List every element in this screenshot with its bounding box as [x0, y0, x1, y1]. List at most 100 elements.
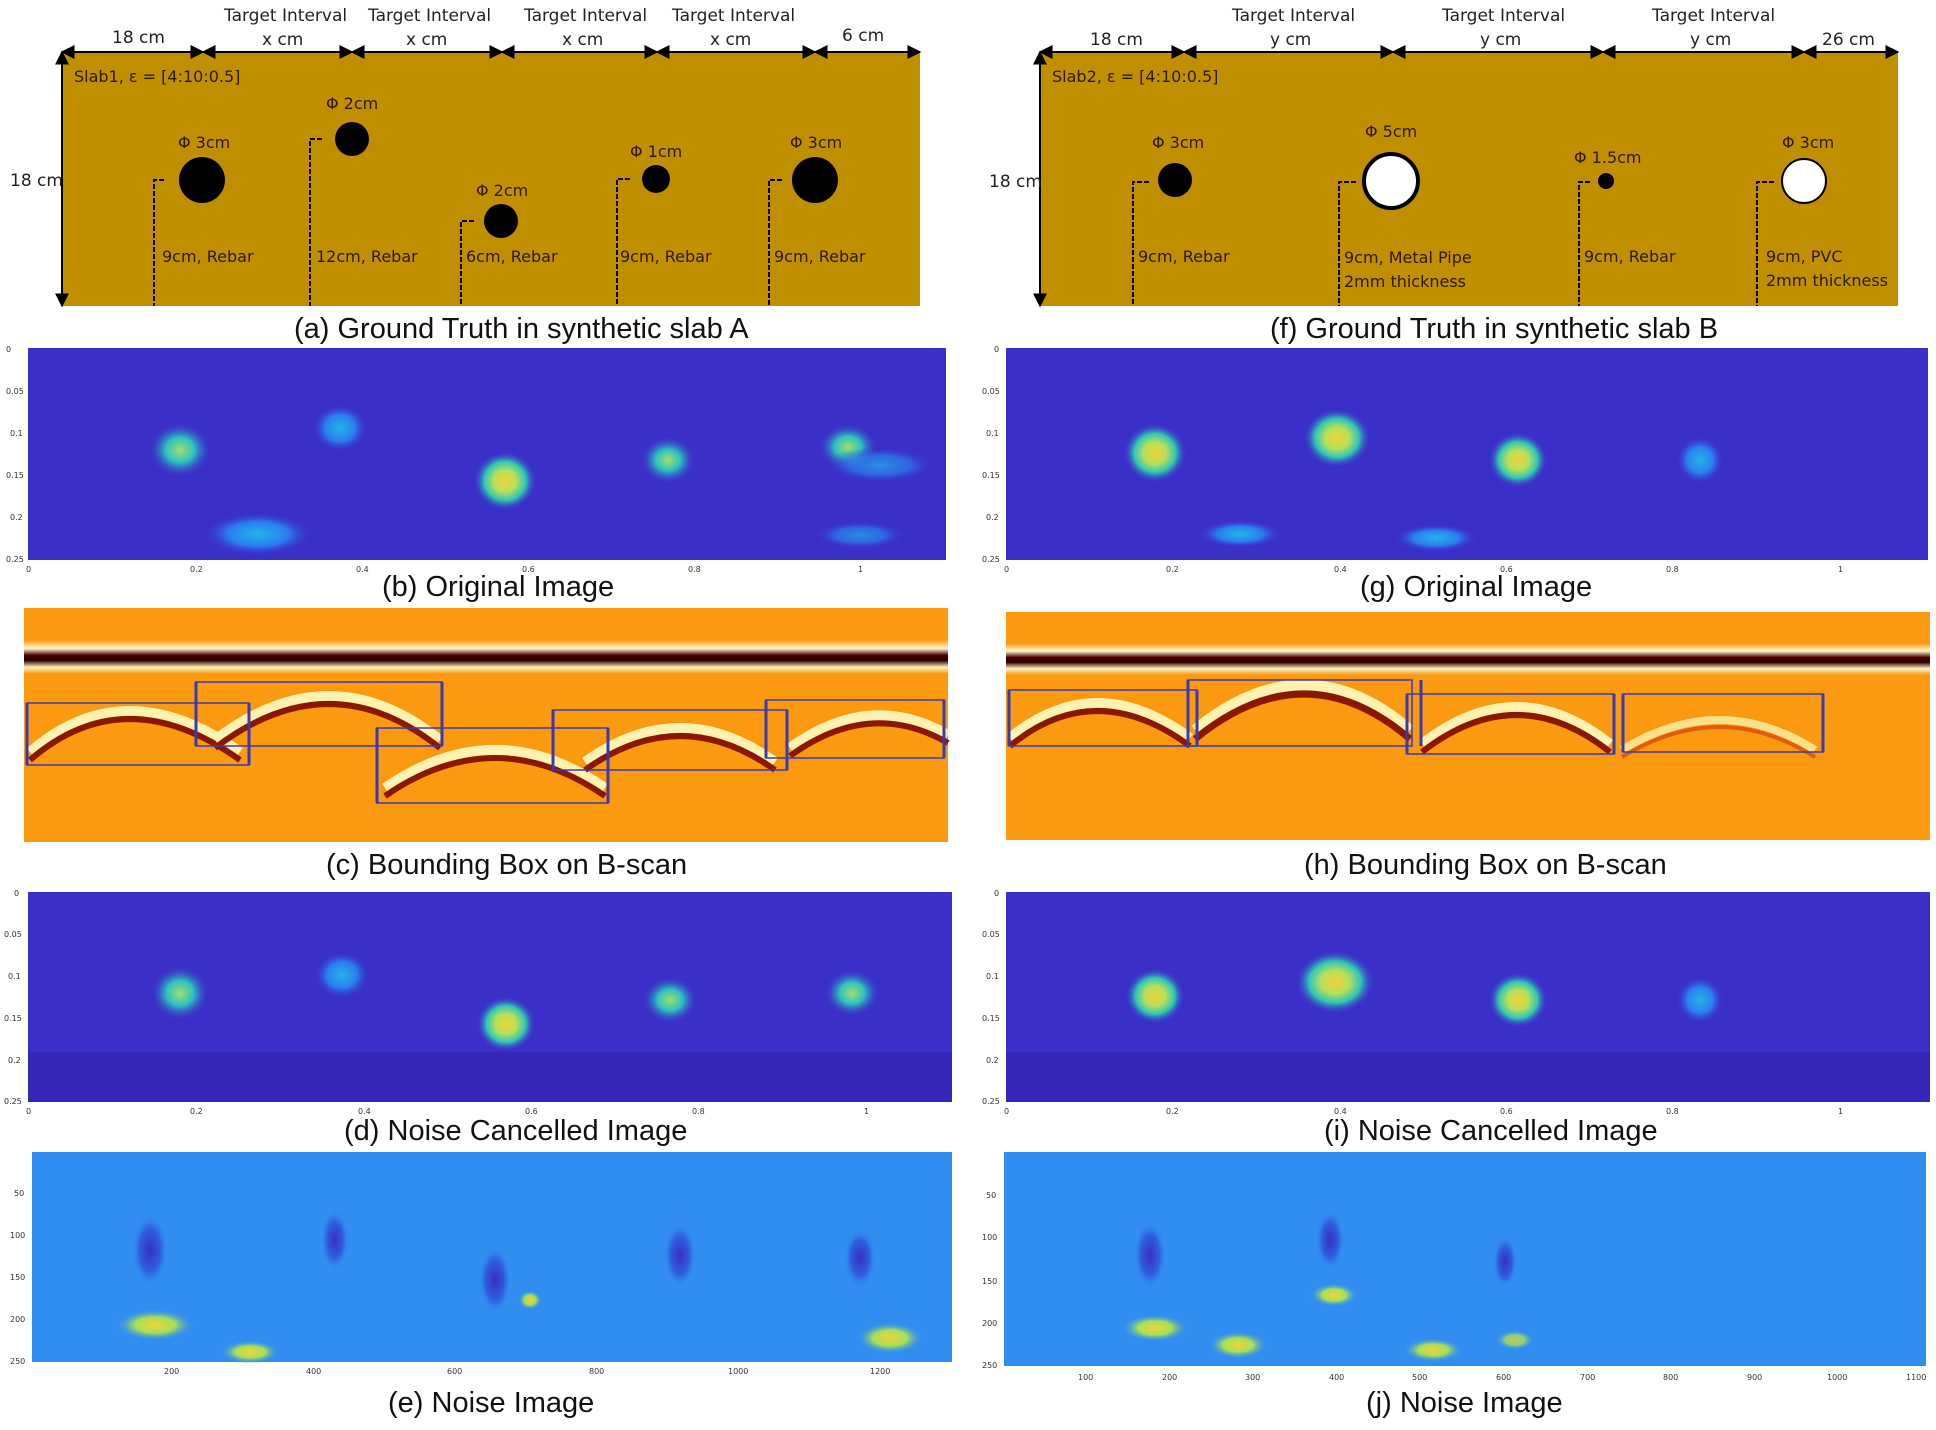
- reflection-blob: [148, 422, 212, 478]
- y-tick-labels: 0 0.05 0.1 0.15 0.2 0.25: [982, 889, 1000, 1106]
- x-tick: 100: [1078, 1373, 1093, 1382]
- caption-i: (i) Noise Cancelled Image: [1324, 1115, 1658, 1147]
- target-note-thickness: 2mm thickness: [1344, 272, 1466, 291]
- target-note: 9cm, Metal Pipe: [1344, 248, 1472, 267]
- interval-label-b-2: Target Interval: [1441, 6, 1565, 26]
- x-tick: 300: [1245, 1373, 1260, 1382]
- y-tick: 150: [10, 1273, 25, 1282]
- x-tick: 1: [864, 1107, 869, 1116]
- y-tick: 0.1: [986, 429, 999, 438]
- x-tick-labels: 0 0.2 0.4 0.6 0.8 1: [1004, 565, 1843, 574]
- target-note: 9cm, Rebar: [774, 247, 866, 266]
- noise-dark-streak: [1493, 1236, 1517, 1288]
- clutter-blob: [825, 447, 935, 483]
- x-tick: 0: [26, 565, 31, 574]
- clutter-blob: [1394, 524, 1478, 552]
- lower-dark-region: [28, 1052, 952, 1102]
- target-b-2: Φ 5cm 9cm, Metal Pipe 2mm thickness: [1338, 122, 1472, 306]
- dim-label-a-1: 18 cm: [112, 28, 165, 48]
- noise-hot-spot: [115, 1309, 195, 1341]
- y-tick: 0.05: [4, 930, 22, 939]
- x-tick: 700: [1580, 1373, 1595, 1382]
- rebar-circle: [642, 165, 670, 193]
- y-tick: 0.15: [4, 1014, 22, 1023]
- noise-hot-spot: [220, 1340, 280, 1364]
- x-tick: 1: [858, 565, 863, 574]
- target-note: 12cm, Rebar: [316, 247, 418, 266]
- target-a-2: Φ 2cm 12cm, Rebar: [309, 94, 418, 306]
- y-tick: 0.15: [6, 471, 24, 480]
- reflection-blob: [1488, 432, 1548, 488]
- slab-b-label: Slab2, ε = [4:10:0.5]: [1052, 67, 1218, 86]
- reflection-blob: [1676, 436, 1724, 484]
- reflection-blob: [314, 951, 370, 999]
- x-tick: 600: [447, 1367, 462, 1376]
- hyperbola: [383, 755, 607, 799]
- y-tick: 250: [982, 1361, 997, 1370]
- dim-label-b-2: y cm: [1270, 30, 1311, 50]
- x-tick-labels: 0 0.2 0.4 0.6 0.8 1: [26, 1107, 869, 1116]
- hyperbola: [211, 691, 444, 744]
- dim-label-a-3: x cm: [406, 30, 447, 50]
- interval-label-b-1: Target Interval: [1231, 6, 1355, 26]
- target-diameter: Φ 3cm: [790, 133, 842, 152]
- target-diameter: Φ 1cm: [630, 142, 682, 161]
- panel-i-noise-cancelled: 0 0.05 0.1 0.15 0.2 0.25 0 0.2 0.4 0.6 0…: [982, 889, 1930, 1147]
- x-tick: 0: [26, 1107, 31, 1116]
- interval-label-a-2: Target Interval: [367, 6, 491, 26]
- interval-label-a-3: Target Interval: [523, 6, 647, 26]
- y-tick: 0.2: [986, 1056, 999, 1065]
- y-tick-labels: 0 0.05 0.1 0.15 0.2 0.25: [982, 345, 1000, 564]
- dim-label-a-4: x cm: [562, 30, 603, 50]
- noise-dark-streak: [1316, 1210, 1344, 1270]
- x-tick: 600: [1496, 1373, 1511, 1382]
- target-diameter: Φ 5cm: [1365, 122, 1417, 141]
- x-tick: 1: [1838, 565, 1843, 574]
- target-note-thickness: 2mm thickness: [1766, 271, 1888, 290]
- reflection-blob: [312, 404, 368, 452]
- caption-j: (j) Noise Image: [1366, 1387, 1563, 1419]
- y-tick-labels: 50 100 150 200 250: [10, 1189, 25, 1366]
- panel-g-original-image: 0 0.05 0.1 0.15 0.2 0.25 0 0.2 0.4 0.6 0…: [982, 345, 1928, 603]
- noise-hot-spot: [1310, 1283, 1358, 1307]
- y-tick: 0.25: [982, 1097, 1000, 1106]
- y-tick: 0: [994, 345, 999, 354]
- caption-f: (f) Ground Truth in synthetic slab B: [1270, 313, 1718, 345]
- bbox-edges: [1007, 680, 1825, 754]
- noise-dark-streak: [132, 1214, 168, 1286]
- y-tick: 100: [10, 1231, 25, 1240]
- hyperbola: [28, 716, 242, 763]
- panel-j-noise-image: 50 100 150 200 250 100 200 300 400 500 6…: [982, 1152, 1926, 1419]
- hyperbola: [1619, 716, 1818, 754]
- target-diameter: Φ 1.5cm: [1574, 148, 1642, 167]
- depth-leader: [153, 179, 164, 306]
- x-tick: 500: [1412, 1373, 1427, 1382]
- y-tick: 0.05: [982, 387, 1000, 396]
- noise-hot-spot: [1208, 1331, 1268, 1359]
- y-tick-labels: 50 100 150 200 250: [982, 1191, 997, 1370]
- hyperbola: [788, 720, 950, 759]
- y-tick: 0.1: [986, 972, 999, 981]
- y-tick: 0.2: [986, 513, 999, 522]
- x-tick-labels: 0 0.2 0.4 0.6 0.8 1: [1004, 1107, 1843, 1116]
- interval-label-b-3: Target Interval: [1651, 6, 1775, 26]
- target-diameter: Φ 2cm: [476, 181, 528, 200]
- rebar-circle: [1158, 163, 1192, 197]
- clutter-blob: [1198, 520, 1282, 548]
- noise-hot-spot: [1121, 1314, 1189, 1342]
- rebar-circle: [179, 157, 225, 203]
- lower-dark-region: [1006, 1052, 1930, 1102]
- y-tick: 0.05: [6, 387, 24, 396]
- reflection-blob: [1303, 408, 1371, 468]
- x-tick: 0: [1004, 1107, 1009, 1116]
- target-diameter: Φ 3cm: [1152, 133, 1204, 152]
- x-tick: 0.6: [1500, 1107, 1513, 1116]
- x-tick: 0.2: [1166, 1107, 1179, 1116]
- y-tick: 0.25: [4, 1097, 22, 1106]
- caption-h: (h) Bounding Box on B-scan: [1304, 849, 1667, 881]
- x-tick: 1100: [1906, 1373, 1926, 1382]
- reflection-blob: [642, 976, 698, 1024]
- clutter-blob: [815, 521, 905, 549]
- x-tick: 0.6: [522, 565, 535, 574]
